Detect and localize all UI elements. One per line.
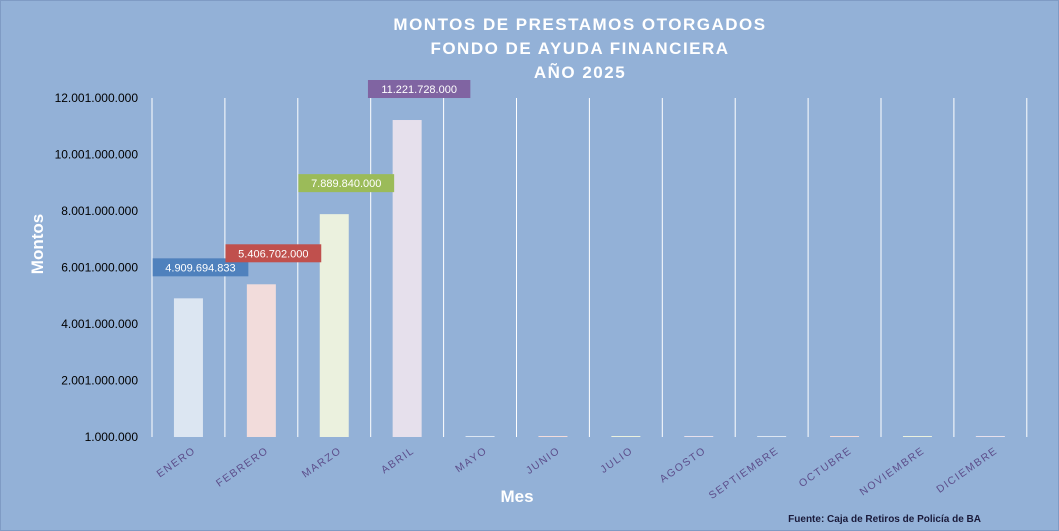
bar (465, 436, 495, 437)
data-label: 7.889.840.000 (298, 174, 395, 193)
y-tick-label: 10.001.000.000 (55, 148, 139, 162)
x-tick-label: MAYO (453, 445, 490, 476)
data-label: 4.909.694.833 (152, 258, 249, 277)
x-tick-label: DICIEMBRE (934, 445, 1000, 496)
x-tick-label: AGOSTO (658, 445, 709, 486)
bar (830, 436, 860, 437)
bar (975, 436, 1005, 437)
y-tick-label: 12.001.000.000 (55, 91, 139, 105)
x-tick-label: JUNIO (524, 445, 563, 477)
data-label: 5.406.702.000 (225, 244, 322, 263)
bar (538, 436, 568, 437)
data-label-text: 11.221.728.000 (381, 84, 457, 96)
data-label: 11.221.728.000 (367, 80, 471, 99)
bar (684, 436, 714, 437)
data-label-box (152, 258, 249, 277)
bars (173, 120, 1005, 437)
x-axis-ticks: ENERO FEBRERO MARZO ABRIL MAYO JUNIO JULIO AGOS… (155, 445, 1001, 502)
data-label-text: 7.889.840.000 (311, 178, 381, 190)
bar (392, 120, 422, 437)
y-axis-ticks: 1.000.000 2.001.000.000 4.001.000.000 6.001… (55, 91, 139, 444)
chart-title: MONTOS DE PRESTAMOS OTORGADOS FONDO DE AY… (393, 15, 766, 82)
chart-title-line: MONTOS DE PRESTAMOS OTORGADOS (393, 15, 766, 34)
x-tick-label: JULIO (598, 445, 635, 476)
bar (319, 214, 349, 437)
data-label-text: 5.406.702.000 (238, 248, 308, 260)
data-label-box (367, 80, 471, 99)
grid-lines (151, 98, 1028, 437)
source-note: Fuente: Caja de Retiros de Policía de BA (788, 514, 981, 525)
x-tick-label: SEPTIEMBRE (707, 445, 782, 502)
chart-title-line: AÑO 2025 (534, 62, 626, 82)
x-tick-label: ENERO (155, 445, 199, 481)
x-tick-label: OCTUBRE (797, 445, 855, 490)
bar (246, 284, 276, 437)
data-label-box (298, 174, 395, 193)
y-axis-title: Montos (28, 214, 47, 274)
bar (611, 436, 641, 437)
x-axis-title: Mes (500, 487, 533, 506)
chart-title-line: FONDO DE AYUDA FINANCIERA (430, 39, 729, 58)
y-tick-label: 2.001.000.000 (61, 374, 138, 388)
data-label-box (225, 244, 322, 263)
x-tick-label: FEBRERO (214, 445, 271, 490)
x-tick-label: NOVIEMBRE (858, 445, 928, 499)
data-label-text: 4.909.694.833 (165, 262, 235, 274)
bar (902, 436, 932, 437)
y-tick-label: 6.001.000.000 (61, 261, 138, 275)
x-tick-label: MARZO (300, 445, 344, 481)
x-tick-label: ABRIL (379, 445, 417, 477)
y-tick-label: 4.001.000.000 (61, 317, 138, 331)
y-tick-label: 1.000.000 (85, 430, 139, 444)
y-tick-label: 8.001.000.000 (61, 204, 138, 218)
bar (757, 436, 787, 437)
bar (173, 298, 203, 437)
